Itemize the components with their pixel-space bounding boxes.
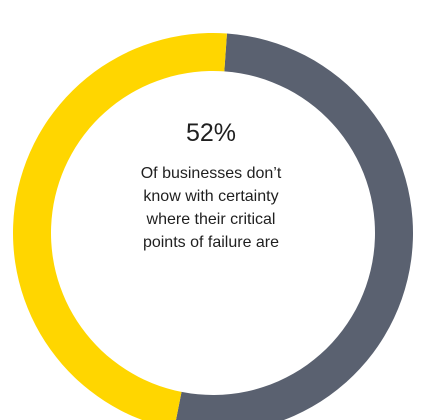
center-text-line: where their critical (146, 211, 276, 228)
donut-slice (13, 33, 227, 420)
center-description: Of businesses don’t know with certainty … (116, 162, 306, 254)
center-text-line: know with certainty (143, 188, 279, 205)
center-value: 52% (185, 119, 237, 147)
donut-slices (13, 33, 413, 420)
center-text-line: points of failure are (142, 234, 280, 251)
center-text-line: Of businesses don’t (140, 165, 282, 182)
donut-slice (175, 33, 413, 420)
center-label: 52% Of businesses don’t know with certai… (116, 118, 306, 254)
